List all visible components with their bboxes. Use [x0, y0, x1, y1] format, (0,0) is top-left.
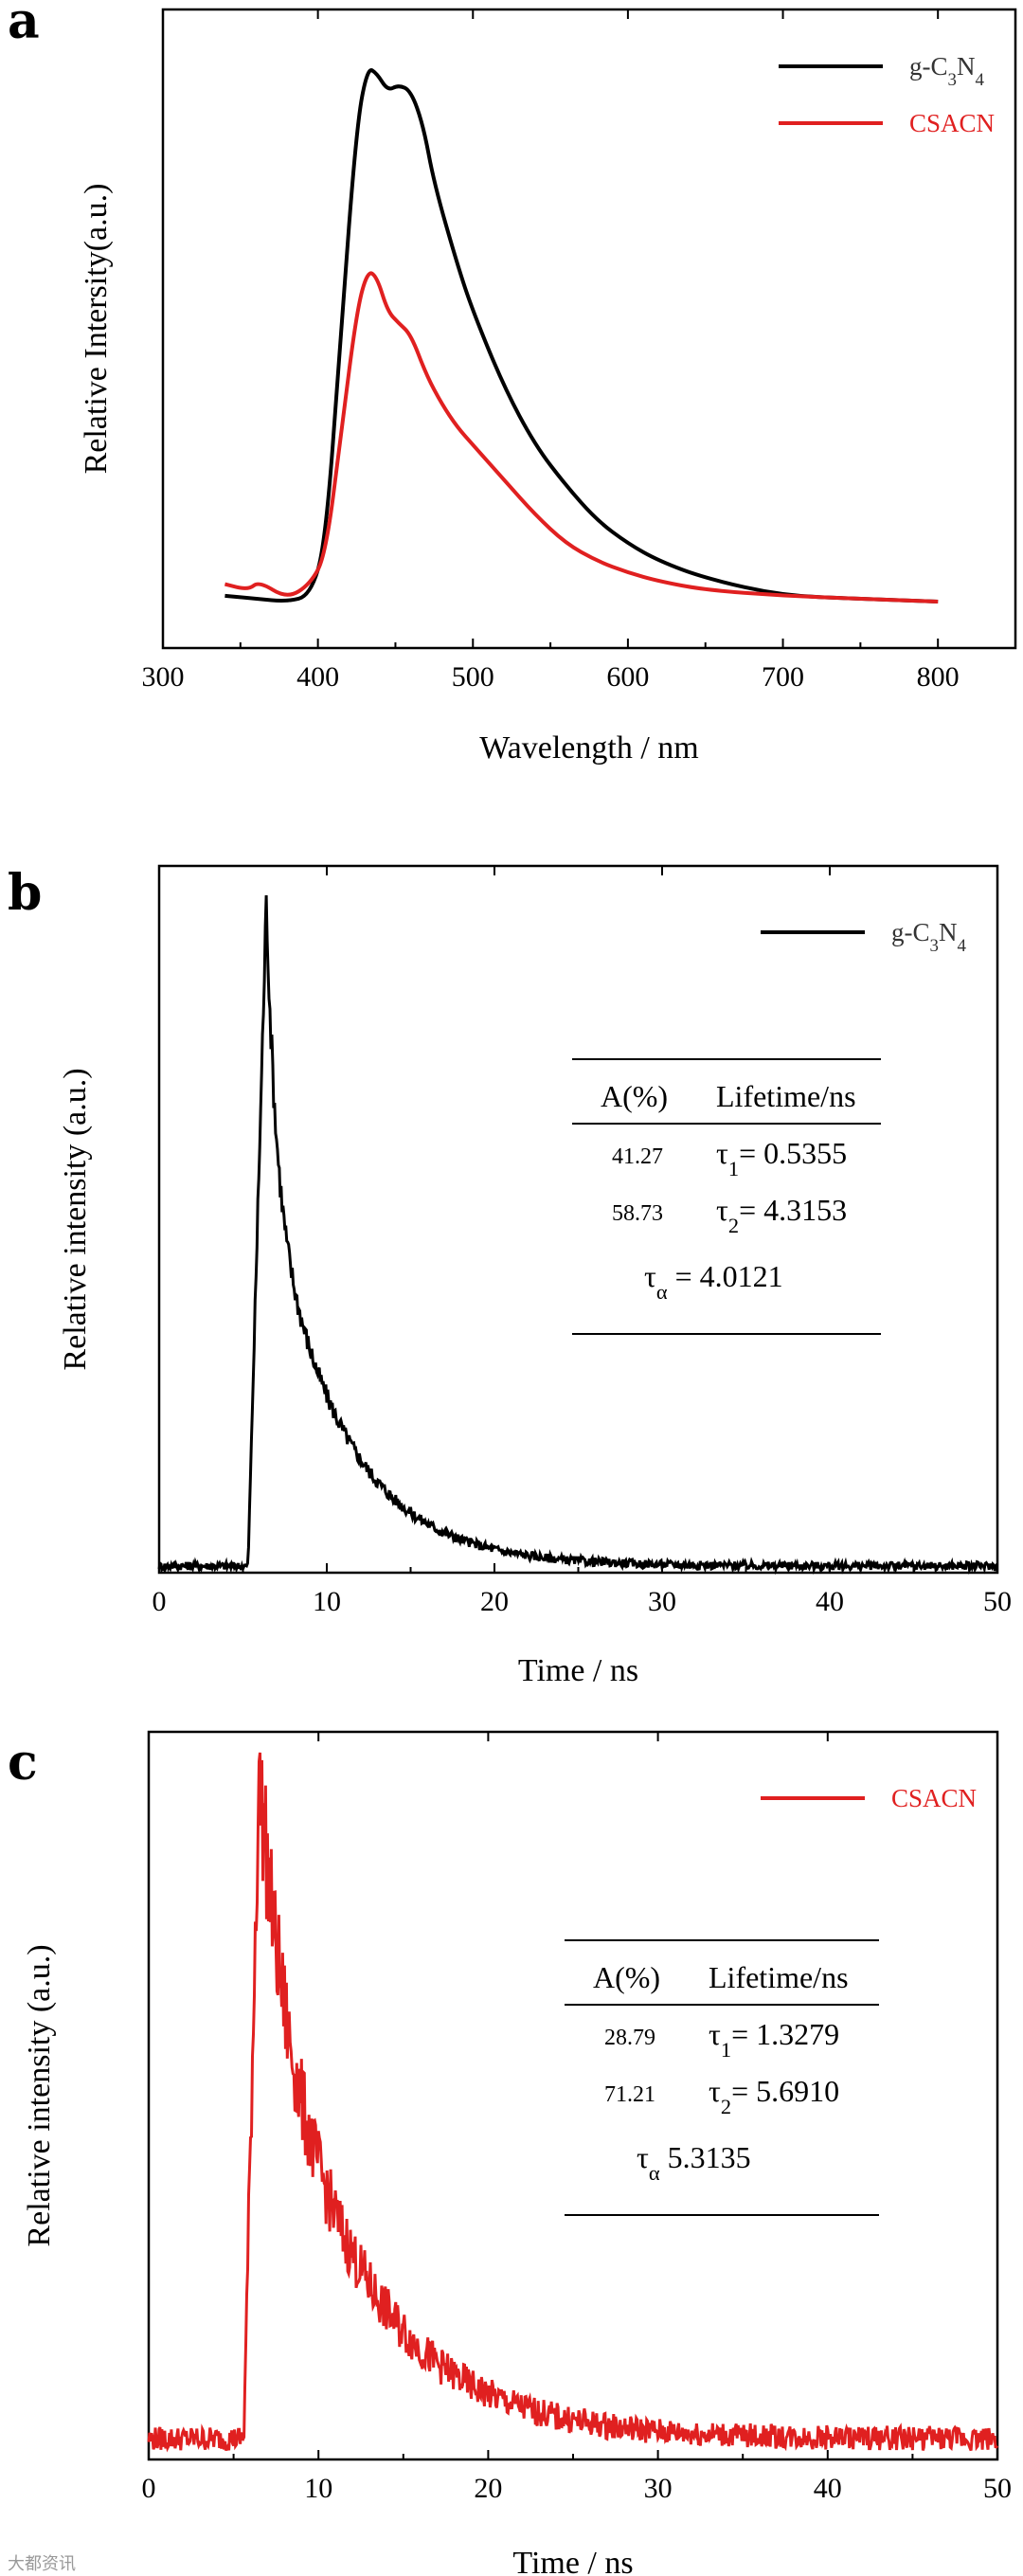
panel-b: b 0 10 20 30 40 50 Time / ns Relative intensity … — [8, 864, 1012, 1688]
legend-label-0: g-C3N4 — [891, 918, 966, 956]
table-header-a: A(%) — [601, 1079, 668, 1113]
table-cell-lifetime: τ1= 0.5355 — [716, 1136, 847, 1180]
x-tick-label: 10 — [313, 1586, 341, 1617]
table-cell-a: 71.21 — [604, 2082, 655, 2107]
x-tick-label: 400 — [296, 661, 339, 693]
watermark-text: 大都资讯 — [8, 2554, 76, 2574]
table-cell-lifetime: τ2= 5.6910 — [709, 2074, 839, 2118]
table-average-lifetime: τα 5.3135 — [637, 2140, 751, 2185]
legend-label-1: CSACN — [909, 109, 995, 137]
x-tick-label: 40 — [816, 1586, 844, 1617]
lifetime-table: A(%) Lifetime/ns 41.27 τ1= 0.5355 58.73 τ2= 4… — [572, 1058, 881, 1335]
panel-letter: a — [8, 0, 40, 50]
table-cell-lifetime: τ1= 1.3279 — [709, 2017, 839, 2062]
plot-frame — [147, 1730, 999, 2461]
legend-label-0: CSACN — [891, 1784, 977, 1812]
x-tick-label: 20 — [480, 1586, 509, 1617]
table-cell-a: 41.27 — [612, 1144, 663, 1169]
table-average-lifetime: τα = 4.0121 — [644, 1259, 783, 1304]
series-line-0 — [224, 68, 939, 603]
legend-label-0: g-C3N4 — [909, 52, 984, 90]
x-tick-label: 600 — [606, 661, 649, 693]
table-cell-a: 28.79 — [604, 2026, 655, 2050]
panel-letter: b — [8, 864, 42, 922]
x-tick-label: 700 — [762, 661, 804, 693]
series-line-1 — [224, 271, 939, 603]
x-tick-label: 10 — [304, 2473, 332, 2504]
x-tick-label: 30 — [648, 1586, 676, 1617]
plot-frame — [161, 8, 1017, 650]
x-tick-label: 50 — [983, 2473, 1012, 2504]
y-axis-label: Relative intensity (a.u.) — [22, 1944, 57, 2246]
x-tick-label: 0 — [153, 1586, 167, 1617]
x-axis-label: Wavelength / nm — [479, 730, 698, 766]
x-tick-label: 50 — [983, 1586, 1012, 1617]
table-header-lifetime: Lifetime/ns — [709, 1960, 849, 1994]
x-axis-label: Time / ns — [518, 1653, 638, 1688]
x-tick-label: 300 — [142, 661, 185, 693]
lifetime-table: A(%) Lifetime/ns 28.79 τ1= 1.3279 71.21 τ2= 5… — [565, 1939, 879, 2216]
table-header-a: A(%) — [593, 1960, 660, 1994]
series-line-0 — [147, 1752, 999, 2453]
x-tick-label: 500 — [452, 661, 494, 693]
table-cell-a: 58.73 — [612, 1201, 663, 1226]
x-axis-label: Time / ns — [512, 2546, 633, 2576]
table-cell-lifetime: τ2= 4.3153 — [716, 1193, 847, 1237]
panel-letter: c — [8, 1734, 38, 1792]
y-axis-label: Relative Intersity(a.u.) — [79, 184, 114, 475]
panel-c: c 0 10 20 30 40 50 Time / ns Relative intensity … — [8, 1730, 1012, 2576]
table-header-lifetime: Lifetime/ns — [716, 1079, 856, 1113]
x-tick-label: 40 — [814, 2473, 842, 2504]
x-tick-label: 0 — [142, 2473, 156, 2504]
x-tick-label: 800 — [917, 661, 960, 693]
y-axis-label: Relative intensity (a.u.) — [58, 1068, 93, 1370]
series-line-0 — [157, 894, 999, 1576]
x-tick-label: 20 — [474, 2473, 502, 2504]
panel-a: a 300 400 500 600 700 800 Wavelength / nm Relati… — [8, 0, 1017, 766]
x-tick-label: 30 — [644, 2473, 673, 2504]
